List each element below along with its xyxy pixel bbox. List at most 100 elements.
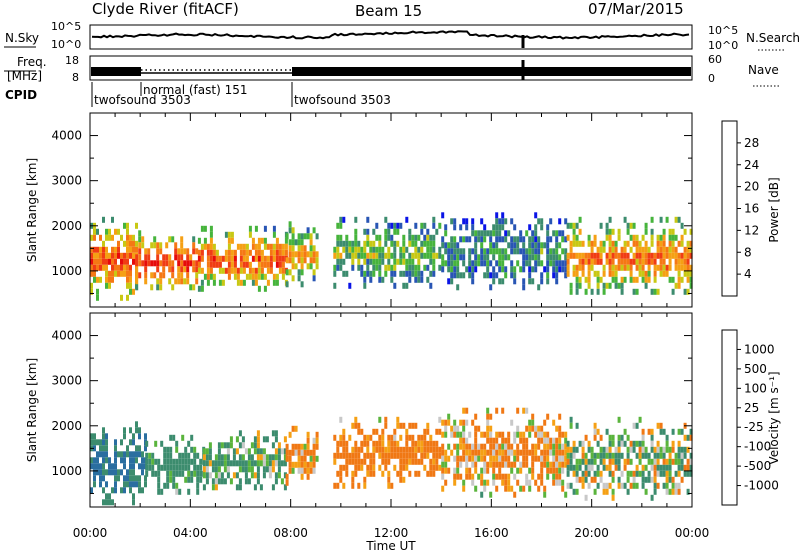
velocity-cell <box>402 458 406 465</box>
velocity-cell <box>677 488 681 495</box>
velocity-cell <box>492 473 496 480</box>
power-ytick-label: 1000 <box>51 264 82 278</box>
velocity-cell <box>584 470 588 477</box>
velocity-cell <box>229 436 233 443</box>
power-cell <box>531 236 535 243</box>
velocity-cell <box>456 467 460 474</box>
velocity-cell <box>552 449 556 456</box>
velocity-cell <box>315 437 319 444</box>
velocity-cell <box>141 457 144 464</box>
velocity-cell <box>90 487 93 494</box>
velocity-cell <box>459 419 463 426</box>
velocity-cell <box>345 458 349 465</box>
velocity-cell <box>253 442 257 449</box>
velocity-cell <box>596 440 600 447</box>
velocity-cell <box>534 431 538 438</box>
power-cell <box>236 273 240 280</box>
velocity-cell <box>483 461 487 468</box>
power-cell <box>366 252 370 259</box>
velocity-cell <box>132 433 135 440</box>
velocity-cell <box>111 487 114 494</box>
velocity-cell <box>166 458 170 465</box>
power-cell <box>611 252 615 259</box>
power-cell <box>381 258 385 265</box>
power-cell <box>671 276 675 283</box>
velocity-cell <box>333 482 337 489</box>
velocity-cell <box>283 454 287 461</box>
velocity-cell <box>626 488 630 495</box>
velocity-cell <box>561 449 565 456</box>
velocity-cell <box>396 422 400 429</box>
power-cell <box>393 252 397 259</box>
power-cell <box>474 248 478 255</box>
velocity-cell <box>501 431 505 438</box>
velocity-cell <box>486 449 490 456</box>
velocity-cell <box>363 458 367 465</box>
velocity-cell <box>468 473 472 480</box>
power-cell <box>492 248 496 255</box>
power-cell <box>254 255 258 262</box>
velocity-cell <box>366 434 370 441</box>
power-cell <box>462 248 466 255</box>
power-cell <box>399 222 403 229</box>
velocity-cell <box>253 460 257 467</box>
velocity-cell <box>274 454 278 461</box>
power-cell <box>99 276 102 283</box>
power-cell <box>572 270 576 277</box>
velocity-cell <box>426 452 430 459</box>
power-cell <box>227 249 231 256</box>
power-cell <box>126 258 129 265</box>
velocity-cell <box>93 481 96 488</box>
power-cell <box>266 261 270 268</box>
power-cell <box>180 266 184 273</box>
power-cell <box>99 264 102 271</box>
velocity-cell <box>102 433 105 440</box>
power-cell <box>513 248 517 255</box>
velocity-cell <box>483 455 487 462</box>
power-cell <box>647 264 651 271</box>
power-cell <box>492 278 496 285</box>
velocity-cell <box>480 491 484 498</box>
velocity-cell <box>650 428 654 435</box>
velocity-cell <box>677 464 681 471</box>
velocity-cell <box>581 458 585 465</box>
velocity-cell <box>471 455 475 462</box>
power-cell <box>417 270 421 277</box>
power-cell <box>209 267 213 274</box>
power-cell <box>399 252 403 259</box>
power-cell <box>504 266 508 273</box>
velocity-cell <box>638 440 642 447</box>
power-cell <box>471 266 475 273</box>
velocity-cell <box>312 455 316 462</box>
power-cell <box>495 260 499 267</box>
power-cell <box>111 276 114 283</box>
velocity-cell <box>677 428 681 435</box>
velocity-cell <box>617 434 621 441</box>
freq-panel: Freq. [MHz] 18 8 60 0 Nave <box>4 53 779 87</box>
power-cell <box>102 258 105 265</box>
velocity-cell <box>444 419 448 426</box>
velocity-cell <box>390 452 394 459</box>
velocity-cell <box>402 476 406 483</box>
power-cell <box>569 288 573 295</box>
power-cell <box>129 240 132 247</box>
velocity-cell <box>387 446 391 453</box>
velocity-cell <box>199 470 203 477</box>
velocity-cell <box>99 463 102 470</box>
power-cell <box>114 228 117 235</box>
velocity-cell <box>680 476 684 483</box>
velocity-cell <box>214 460 218 467</box>
velocity-cell <box>668 464 672 471</box>
velocity-cell <box>339 476 343 483</box>
velocity-cell <box>411 458 415 465</box>
power-cell <box>680 264 684 271</box>
power-cell <box>683 252 687 259</box>
velocity-cell <box>135 421 138 428</box>
velocity-cell <box>277 472 281 479</box>
power-cell <box>480 248 484 255</box>
velocity-cell <box>93 433 96 440</box>
velocity-cell <box>157 464 161 471</box>
power-cell <box>266 267 270 274</box>
velocity-cell <box>105 439 108 446</box>
velocity-cell <box>569 452 573 459</box>
